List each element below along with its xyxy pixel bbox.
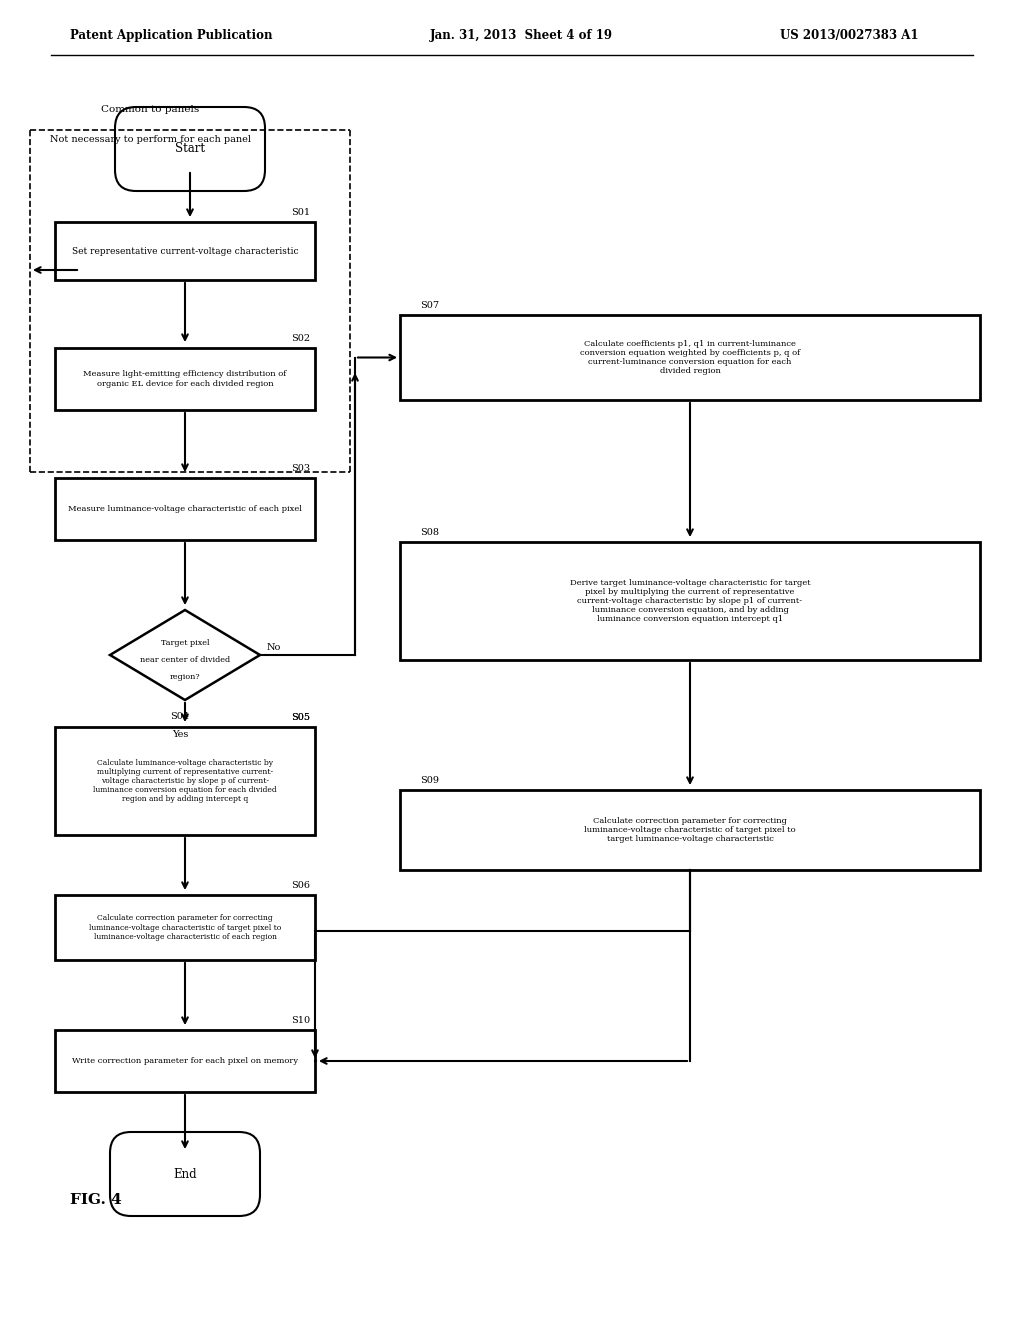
Text: region?: region? bbox=[170, 673, 201, 681]
Text: S02: S02 bbox=[291, 334, 310, 343]
Bar bbox=[55, 895, 315, 960]
Text: Yes: Yes bbox=[172, 730, 188, 739]
Text: US 2013/0027383 A1: US 2013/0027383 A1 bbox=[780, 29, 919, 41]
Text: Not necessary to perform for each panel: Not necessary to perform for each panel bbox=[49, 136, 251, 144]
Text: Set representative current-voltage characteristic: Set representative current-voltage chara… bbox=[72, 247, 298, 256]
Text: S09: S09 bbox=[420, 776, 439, 785]
Text: Calculate luminance-voltage characteristic by
multiplying current of representat: Calculate luminance-voltage characterist… bbox=[93, 759, 276, 804]
Text: No: No bbox=[267, 643, 282, 652]
Text: S08: S08 bbox=[420, 528, 439, 537]
Text: S05: S05 bbox=[291, 713, 310, 722]
Text: Write correction parameter for each pixel on memory: Write correction parameter for each pixe… bbox=[72, 1057, 298, 1065]
Text: S04: S04 bbox=[170, 711, 189, 721]
Bar bbox=[400, 789, 980, 870]
Bar bbox=[55, 1030, 315, 1092]
Bar bbox=[55, 727, 315, 836]
Text: S07: S07 bbox=[420, 301, 439, 310]
Text: S03: S03 bbox=[291, 465, 310, 473]
Bar bbox=[55, 348, 315, 411]
Text: Measure luminance-voltage characteristic of each pixel: Measure luminance-voltage characteristic… bbox=[68, 506, 302, 513]
FancyBboxPatch shape bbox=[110, 1133, 260, 1216]
FancyBboxPatch shape bbox=[115, 107, 265, 191]
Bar bbox=[55, 478, 315, 540]
Text: Calculate correction parameter for correcting
luminance-voltage characteristic o: Calculate correction parameter for corre… bbox=[584, 817, 796, 843]
Text: S01: S01 bbox=[291, 209, 310, 216]
Text: Calculate correction parameter for correcting
luminance-voltage characteristic o: Calculate correction parameter for corre… bbox=[89, 915, 282, 941]
Bar bbox=[55, 222, 315, 280]
Bar bbox=[400, 543, 980, 660]
Text: S10: S10 bbox=[291, 1016, 310, 1026]
Text: End: End bbox=[173, 1167, 197, 1180]
Text: near center of divided: near center of divided bbox=[140, 656, 230, 664]
Text: Common to panels: Common to panels bbox=[101, 106, 199, 115]
Bar bbox=[400, 315, 980, 400]
Polygon shape bbox=[110, 610, 260, 700]
Text: Calculate coefficients p1, q1 in current-luminance
conversion equation weighted : Calculate coefficients p1, q1 in current… bbox=[580, 339, 800, 375]
Text: S06: S06 bbox=[291, 880, 310, 890]
Text: S05: S05 bbox=[291, 713, 310, 722]
Text: Start: Start bbox=[175, 143, 205, 156]
Text: Measure light-emitting efficiency distribution of
organic EL device for each div: Measure light-emitting efficiency distri… bbox=[83, 371, 287, 388]
Text: Target pixel: Target pixel bbox=[161, 639, 209, 647]
Text: Jan. 31, 2013  Sheet 4 of 19: Jan. 31, 2013 Sheet 4 of 19 bbox=[430, 29, 613, 41]
Text: Patent Application Publication: Patent Application Publication bbox=[70, 29, 272, 41]
Text: FIG. 4: FIG. 4 bbox=[70, 1193, 122, 1206]
Text: Derive target luminance-voltage characteristic for target
pixel by multiplying t: Derive target luminance-voltage characte… bbox=[569, 578, 810, 623]
